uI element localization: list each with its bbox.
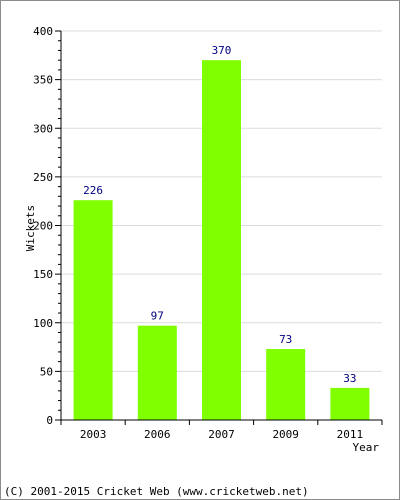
- bar: [202, 60, 241, 421]
- x-tick-label: 2009: [272, 428, 299, 441]
- x-tick-label: 2006: [144, 428, 171, 441]
- data-label: 226: [83, 184, 103, 197]
- bar: [330, 387, 370, 420]
- y-tick-label: 300: [33, 122, 53, 135]
- data-label: 97: [151, 310, 164, 323]
- x-tick-label: 2003: [80, 428, 107, 441]
- bar: [266, 349, 306, 420]
- bar: [137, 325, 177, 420]
- y-tick-label: 0: [46, 414, 53, 427]
- y-tick-label: 150: [33, 268, 53, 281]
- y-tick-label: 350: [33, 74, 53, 87]
- bar: [73, 200, 113, 420]
- y-tick-label: 400: [33, 25, 53, 38]
- data-label: 33: [343, 372, 356, 385]
- copyright-footer: (C) 2001-2015 Cricket Web (www.cricketwe…: [4, 485, 309, 498]
- x-ticks: 2003 2006 2007 2009 2011: [60, 420, 383, 441]
- y-ticks: 0 50 100 150 200 250 300 350 400: [33, 25, 61, 427]
- y-tick-label: 250: [33, 171, 53, 184]
- y-tick-label: 50: [40, 365, 53, 378]
- x-tick-label: 2011: [337, 428, 364, 441]
- x-tick-label: 2007: [208, 428, 235, 441]
- x-axis-title: Year: [353, 441, 380, 454]
- data-label: 370: [212, 44, 232, 57]
- y-tick-label: 100: [33, 317, 53, 330]
- bars: [73, 60, 370, 421]
- y-axis-title: Wickets: [24, 205, 37, 251]
- data-labels: 226 97 370 73 33: [83, 44, 356, 385]
- y-tick-label: 200: [33, 220, 53, 233]
- data-label: 73: [279, 333, 292, 346]
